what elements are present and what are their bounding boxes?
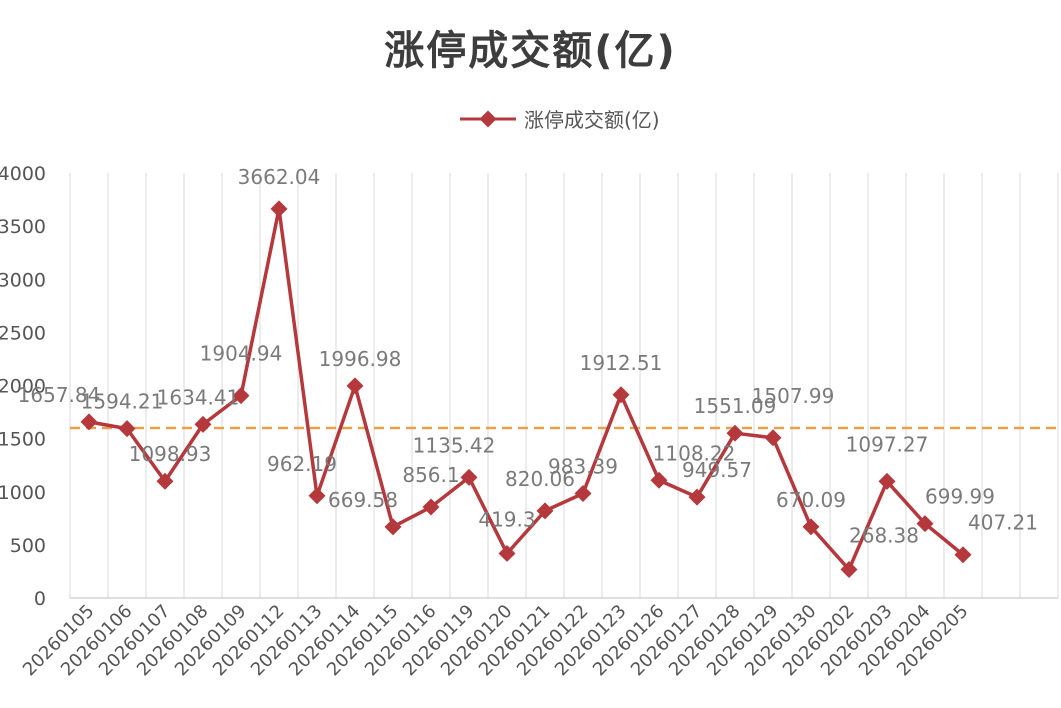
legend-marker-icon: [460, 110, 516, 127]
data-label: 1996.98: [319, 347, 402, 371]
data-point-marker: [650, 471, 668, 489]
data-label: 983.39: [548, 455, 618, 479]
y-tick-label: 3500: [0, 216, 46, 238]
data-label: 1594.21: [81, 390, 164, 414]
y-tick-label: 2000: [0, 376, 46, 398]
legend-label: 涨停成交额(亿): [524, 108, 660, 132]
data-label: 1098.93: [129, 442, 212, 466]
data-point-marker: [308, 487, 326, 505]
data-label: 699.99: [925, 485, 995, 509]
data-point-marker: [346, 377, 364, 395]
data-point-marker: [80, 413, 98, 431]
chart-title: 涨停成交额(亿): [384, 28, 677, 74]
data-label: 856.1: [402, 463, 459, 487]
y-tick-label: 0: [34, 588, 46, 610]
y-tick-label: 3000: [0, 269, 46, 291]
data-point-marker: [574, 485, 592, 503]
data-point-marker: [156, 472, 174, 490]
data-point-marker: [118, 420, 136, 438]
data-point-marker: [194, 415, 212, 433]
data-point-marker: [916, 515, 934, 533]
y-tick-label: 500: [10, 535, 46, 557]
data-label: 1912.51: [580, 351, 663, 375]
data-label: 1904.94: [200, 342, 283, 366]
data-point-marker: [232, 387, 250, 405]
data-label: 1135.42: [413, 433, 496, 457]
data-label: 1108.22: [653, 441, 736, 465]
y-tick-label: 1500: [0, 429, 46, 451]
data-point-marker: [802, 518, 820, 536]
y-tick-label: 4000: [0, 163, 46, 185]
y-tick-label: 2500: [0, 322, 46, 344]
data-label: 962.19: [267, 452, 337, 476]
legend: 涨停成交额(亿): [460, 104, 660, 133]
data-label: 1657.84: [18, 383, 101, 407]
data-point-marker: [460, 468, 478, 486]
data-label: 820.06: [505, 467, 575, 491]
data-point-marker: [612, 386, 630, 404]
data-label: 949.57: [682, 458, 752, 482]
data-point-marker: [422, 498, 440, 516]
data-label: 407.21: [968, 511, 1038, 535]
data-point-marker: [270, 200, 288, 218]
data-label: 669.58: [328, 488, 398, 512]
data-point-marker: [954, 546, 972, 564]
data-label: 3662.04: [238, 165, 321, 189]
data-point-marker: [726, 424, 744, 442]
data-label: 670.09: [776, 488, 846, 512]
data-label: 1551.09: [694, 394, 777, 418]
data-point-marker: [840, 560, 858, 578]
data-point-marker: [878, 472, 896, 490]
data-point-marker: [536, 502, 554, 520]
y-tick-label: 1000: [0, 482, 46, 504]
data-label: 1097.27: [846, 432, 929, 456]
data-label: 268.38: [849, 523, 919, 547]
data-label: 1634.41: [157, 385, 240, 409]
data-point-marker: [764, 429, 782, 447]
data-point-marker: [498, 544, 516, 562]
data-label: 419.3: [478, 507, 535, 531]
series-line: [88, 207, 965, 572]
data-point-marker: [384, 518, 402, 536]
data-label: 1507.99: [752, 384, 835, 408]
data-point-marker: [688, 488, 706, 506]
